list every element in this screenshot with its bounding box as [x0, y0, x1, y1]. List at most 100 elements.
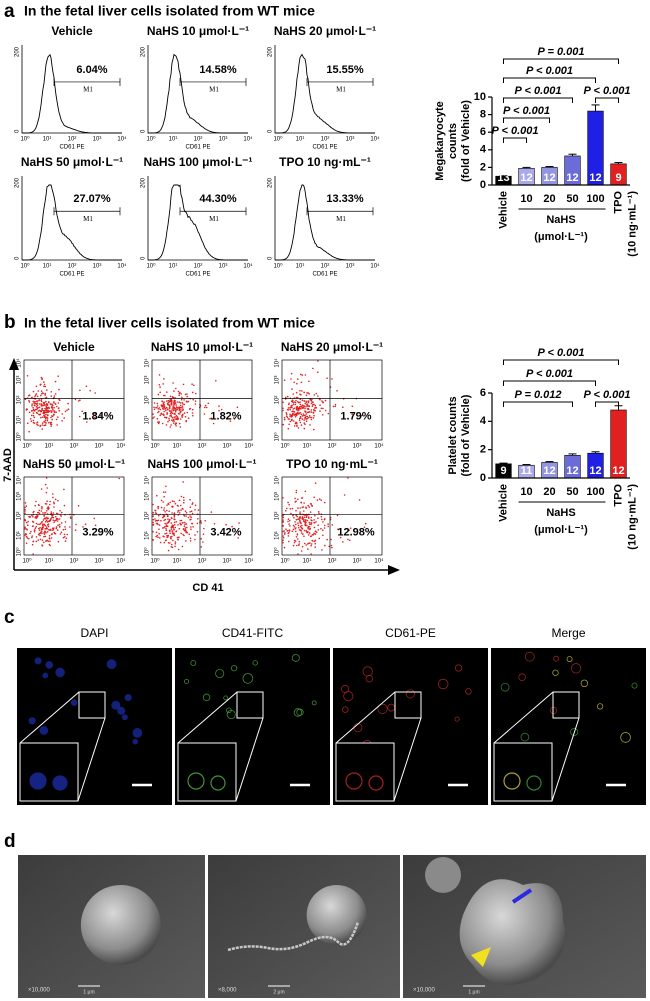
x-tick-label: 10³ [346, 137, 355, 143]
event-dot [46, 510, 48, 512]
event-dot [50, 395, 53, 397]
event-dot [44, 524, 47, 527]
event-dot [331, 524, 334, 526]
event-dot [175, 521, 178, 523]
event-dot [75, 523, 77, 526]
event-dot [163, 394, 165, 397]
event-dot [45, 422, 47, 424]
event-dot [173, 500, 175, 503]
event-dot [39, 527, 41, 529]
cell [566, 656, 573, 663]
event-dot [41, 416, 44, 419]
event-dot [283, 418, 286, 421]
event-dot [30, 414, 33, 417]
event-dot [185, 530, 187, 532]
event-dot [302, 533, 304, 535]
event-dot [86, 421, 88, 423]
event-dot [159, 541, 162, 544]
magnification: ×8,000 [218, 988, 237, 994]
event-dot [54, 380, 57, 383]
event-dot [284, 532, 286, 534]
event-dot [159, 386, 161, 388]
event-dot [32, 390, 35, 393]
plot-title: NaHS 100 μmol·L⁻¹ [147, 457, 256, 471]
plot-title: NaHS 50 μmol·L⁻¹ [23, 457, 125, 471]
inset-connector [335, 691, 396, 744]
cell [202, 693, 211, 702]
event-dot [158, 524, 161, 526]
event-dot [310, 519, 312, 521]
event-dot [306, 417, 309, 420]
tpo-unit: (10 ng·mL⁻¹) [626, 484, 638, 550]
event-dot [64, 528, 67, 531]
histogram-curve [148, 53, 248, 134]
event-dot [67, 408, 70, 411]
event-dot [285, 528, 287, 530]
x-tick-label: 10⁴ [243, 136, 253, 143]
event-dot [79, 389, 81, 392]
x-tick-label: 10⁴ [244, 558, 254, 565]
event-dot [153, 402, 156, 404]
event-dot [152, 413, 154, 416]
event-dot [172, 396, 174, 399]
event-dot [50, 511, 53, 513]
event-dot [43, 424, 45, 427]
event-dot [37, 424, 39, 427]
x-tick-label: 10² [198, 444, 207, 450]
event-dot [299, 517, 302, 519]
event-dot [38, 529, 41, 531]
event-dot [299, 521, 302, 524]
event-dot [287, 520, 289, 523]
cell [342, 706, 349, 713]
event-dot [326, 538, 329, 541]
event-dot [53, 410, 56, 412]
event-dot [35, 525, 38, 528]
event-dot [291, 530, 294, 533]
event-dot [319, 404, 321, 407]
event-dot [179, 522, 181, 524]
event-dot [153, 406, 155, 409]
event-dot [60, 511, 63, 514]
event-dot [314, 546, 317, 548]
event-dot [289, 508, 292, 510]
event-dot [165, 527, 167, 530]
event-dot [170, 404, 172, 406]
event-dot [173, 409, 175, 412]
event-dot [300, 413, 303, 416]
event-dot [305, 420, 308, 423]
event-dot [314, 533, 317, 535]
event-dot [290, 512, 292, 515]
event-dot [176, 417, 178, 419]
event-dot [312, 417, 315, 419]
event-dot [188, 533, 190, 536]
event-dot [162, 407, 164, 410]
event-dot [41, 507, 43, 510]
event-dot [174, 418, 176, 420]
event-dot [321, 518, 323, 521]
event-dot [177, 538, 179, 541]
event-dot [306, 403, 309, 406]
event-dot [39, 538, 42, 541]
y-tick-label: 10³ [17, 376, 23, 385]
event-dot [166, 509, 168, 512]
event-dot [173, 521, 176, 524]
cell [405, 689, 415, 699]
n-label: 12 [520, 172, 532, 184]
event-dot [282, 536, 285, 539]
event-dot [186, 395, 188, 398]
event-dot [59, 510, 61, 512]
event-dot [181, 522, 184, 524]
significance-bracket [503, 380, 596, 386]
y-axis-title: Megakaryocyte [434, 101, 446, 181]
cell [341, 684, 350, 694]
event-dot [53, 501, 55, 504]
event-dot [197, 518, 199, 520]
significance-bracket [503, 401, 573, 407]
event-dot [177, 548, 180, 551]
event-dot [56, 512, 59, 515]
event-dot [282, 409, 284, 412]
event-dot [301, 374, 304, 376]
significance-label: P < 0.001 [503, 105, 550, 117]
event-dot [299, 398, 302, 401]
